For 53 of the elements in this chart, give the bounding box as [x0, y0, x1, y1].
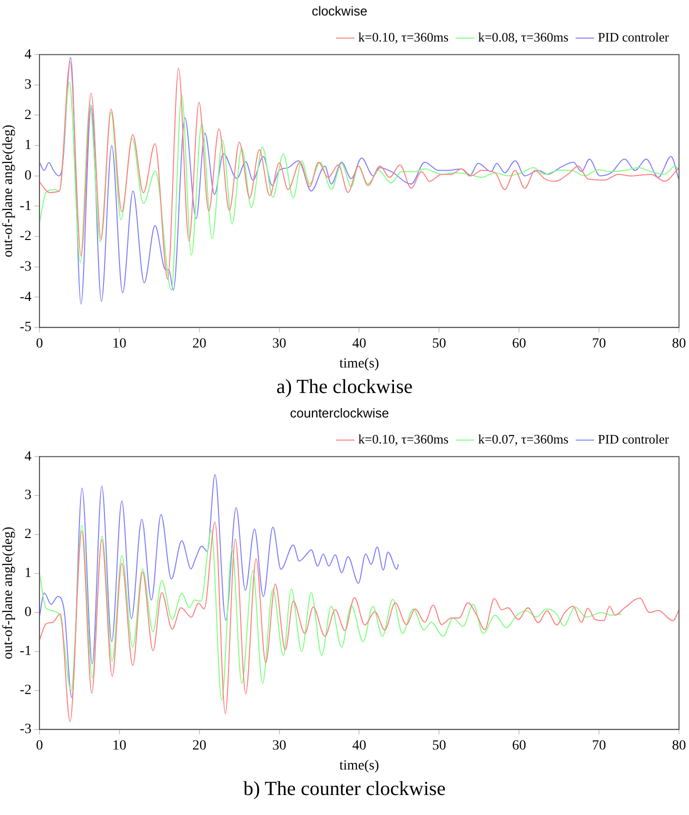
y-tick-label: -5: [20, 320, 32, 336]
y-tick-label: -4: [20, 290, 32, 305]
x-tick-label: 50: [432, 738, 446, 754]
y-tick-label: -3: [20, 722, 32, 738]
chart-title: counterclockwise: [290, 405, 389, 420]
x-tick-label: 50: [432, 336, 446, 352]
x-tick-label: 20: [192, 336, 206, 352]
legend-label: k=0.10, τ=360ms: [358, 30, 449, 45]
y-tick-label: 3: [24, 488, 32, 504]
y-tick-label: 1: [24, 566, 32, 582]
x-tick-label: 30: [272, 738, 286, 754]
y-axis-title: out-of-plane angle(deg): [1, 124, 16, 258]
x-tick-label: 60: [512, 738, 526, 754]
line-series: [39, 474, 399, 698]
y-tick-label: 3: [24, 78, 32, 93]
x-tick-label: 80: [672, 336, 686, 352]
line-series: [39, 522, 679, 722]
x-tick-label: 0: [36, 336, 43, 352]
x-tick-label: 80: [672, 738, 686, 754]
x-tick-label: 40: [352, 738, 366, 754]
y-tick-label: 4: [24, 449, 32, 464]
x-tick-label: 10: [112, 738, 126, 754]
x-tick-label: 70: [592, 738, 606, 754]
legend-label: k=0.08, τ=360ms: [478, 30, 568, 45]
x-axis-title: time(s): [339, 356, 380, 372]
y-tick-label: 0: [24, 168, 32, 184]
y-tick-label: 2: [24, 108, 32, 123]
text: a) The clockwise: [275, 375, 414, 400]
y-tick-label: 0: [24, 605, 32, 620]
y-tick-label: 1: [24, 138, 32, 154]
y-tick-label: -2: [20, 683, 32, 698]
x-tick-label: 20: [192, 738, 206, 754]
legend-label: k=0.10, τ=360ms: [358, 432, 449, 447]
x-tick-label: 40: [352, 336, 366, 352]
text: b) The counter clockwise: [242, 777, 447, 802]
chart-title: clockwise: [312, 3, 368, 18]
x-tick-label: 30: [272, 336, 286, 352]
x-tick-label: 60: [512, 336, 526, 352]
y-tick-label: -3: [20, 259, 32, 274]
x-tick-label: 10: [112, 336, 126, 352]
legend-label: PID controler: [598, 30, 670, 45]
legend-label: k=0.07, τ=360ms: [478, 432, 568, 447]
x-axis-title: time(s): [339, 758, 380, 774]
y-axis-title: out-of-plane angle(deg): [1, 526, 16, 660]
y-tick-label: -2: [20, 229, 32, 244]
y-tick-label: 2: [24, 527, 32, 542]
legend-label: PID controler: [598, 432, 670, 447]
y-tick-label: -1: [20, 198, 32, 214]
y-tick-label: -1: [20, 644, 32, 660]
x-tick-label: 0: [36, 738, 43, 754]
y-tick-label: 4: [24, 47, 32, 62]
x-tick-label: 70: [592, 336, 606, 352]
line-series: [39, 524, 622, 701]
